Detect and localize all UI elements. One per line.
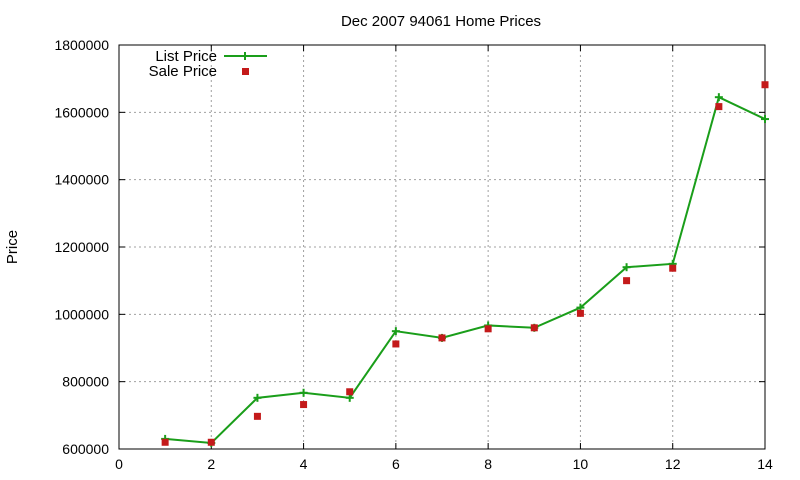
legend-marker-sale-price xyxy=(242,68,249,75)
legend: List Price Sale Price xyxy=(149,48,267,80)
sale-price-point xyxy=(484,325,492,333)
sale-price-point xyxy=(161,438,169,446)
list-price-point xyxy=(761,115,769,124)
legend-label-sale-price: Sale Price xyxy=(149,63,217,80)
list-price-point xyxy=(299,388,308,397)
y-tick-label: 1800000 xyxy=(54,37,109,53)
sale-price-point xyxy=(576,309,584,317)
sale-price-point xyxy=(346,388,354,396)
x-tick-label: 2 xyxy=(207,456,215,472)
axis-ticks: 0 2 4 6 8 10 12 14 600000 800000 1000000 1200000 140… xyxy=(54,37,773,472)
y-tick-label: 1200000 xyxy=(54,239,109,255)
sale-price-point xyxy=(669,264,677,272)
legend-label-list-price: List Price xyxy=(155,48,217,65)
list-price-point xyxy=(714,93,723,102)
x-tick-label: 8 xyxy=(484,456,492,472)
sale-price-point xyxy=(300,401,308,409)
series-layer xyxy=(161,81,769,447)
legend-marker-list-price xyxy=(241,52,249,60)
y-tick-label: 1000000 xyxy=(54,306,109,322)
grid-lines xyxy=(119,45,765,449)
list-price-point xyxy=(391,327,400,336)
y-tick-label: 600000 xyxy=(62,441,109,457)
sale-price-point xyxy=(392,340,400,348)
sale-price-point xyxy=(253,412,261,420)
sale-price-point xyxy=(530,324,538,332)
x-tick-label: 12 xyxy=(665,456,681,472)
sale-price-point xyxy=(715,103,723,111)
y-tick-label: 800000 xyxy=(62,374,109,390)
sale-price-point xyxy=(623,277,631,285)
x-tick-label: 0 xyxy=(115,456,123,472)
x-tick-label: 4 xyxy=(300,456,308,472)
y-axis-title: Price xyxy=(4,230,21,264)
sale-price-point xyxy=(438,334,446,342)
sale-price-point xyxy=(761,81,769,89)
y-tick-label: 1600000 xyxy=(54,104,109,120)
series-line-list-price xyxy=(165,95,766,444)
list-price-point xyxy=(253,393,262,402)
x-tick-label: 10 xyxy=(573,456,589,472)
sale-price-point xyxy=(207,438,215,446)
x-tick-label: 14 xyxy=(757,456,773,472)
chart-title: Dec 2007 94061 Home Prices xyxy=(341,13,541,30)
list-price-point xyxy=(622,263,631,272)
x-tick-label: 6 xyxy=(392,456,400,472)
y-tick-label: 1400000 xyxy=(54,172,109,188)
